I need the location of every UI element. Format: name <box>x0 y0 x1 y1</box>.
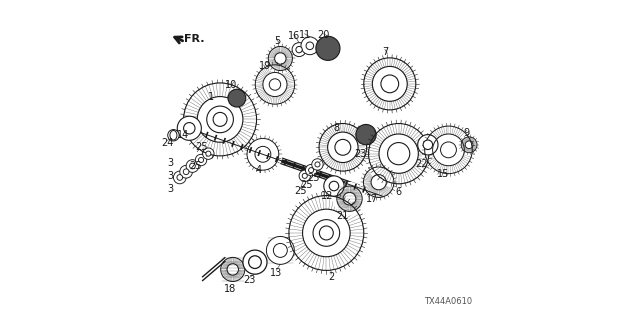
Text: 10: 10 <box>225 79 237 90</box>
Text: 19: 19 <box>259 61 271 71</box>
Circle shape <box>284 191 368 275</box>
Text: 25: 25 <box>294 186 307 196</box>
Circle shape <box>360 54 420 114</box>
Circle shape <box>180 165 193 178</box>
Circle shape <box>315 162 320 167</box>
Circle shape <box>228 89 246 107</box>
Circle shape <box>179 79 260 160</box>
Text: 17: 17 <box>366 194 378 204</box>
Text: 8: 8 <box>333 123 340 133</box>
Text: FR.: FR. <box>184 35 205 44</box>
Circle shape <box>299 170 310 181</box>
Text: 6: 6 <box>396 187 402 197</box>
Text: 16: 16 <box>288 31 300 41</box>
Circle shape <box>333 182 366 215</box>
Circle shape <box>296 46 302 53</box>
Circle shape <box>324 176 344 196</box>
Circle shape <box>273 244 287 257</box>
Circle shape <box>356 124 376 145</box>
Circle shape <box>329 181 339 191</box>
Circle shape <box>418 135 438 155</box>
Circle shape <box>252 61 298 108</box>
Circle shape <box>243 135 283 174</box>
Circle shape <box>248 256 261 268</box>
Text: 25: 25 <box>196 142 208 152</box>
Circle shape <box>292 43 306 57</box>
Circle shape <box>184 123 195 134</box>
Text: 12: 12 <box>321 191 333 202</box>
Text: 3: 3 <box>167 171 173 181</box>
Circle shape <box>198 157 204 163</box>
Text: 23: 23 <box>355 149 367 159</box>
Circle shape <box>177 175 182 180</box>
Text: 4: 4 <box>255 164 261 174</box>
Circle shape <box>243 250 267 274</box>
Circle shape <box>173 171 186 184</box>
Text: 21: 21 <box>337 212 349 221</box>
Circle shape <box>177 116 202 140</box>
Text: 1: 1 <box>207 92 214 102</box>
Circle shape <box>206 151 211 156</box>
Text: 3: 3 <box>167 184 173 194</box>
Circle shape <box>301 37 319 55</box>
Circle shape <box>316 36 340 60</box>
Text: 9: 9 <box>463 128 470 138</box>
Circle shape <box>305 164 317 176</box>
Text: 2: 2 <box>328 272 334 282</box>
Text: 15: 15 <box>437 169 449 179</box>
Circle shape <box>266 236 294 264</box>
Circle shape <box>421 122 476 178</box>
Text: 14: 14 <box>177 130 189 140</box>
Circle shape <box>203 148 214 159</box>
Text: 23: 23 <box>243 275 256 285</box>
Circle shape <box>183 169 189 175</box>
Circle shape <box>168 130 179 141</box>
Circle shape <box>360 163 397 201</box>
Text: 22: 22 <box>415 159 428 169</box>
Text: 5: 5 <box>274 36 280 46</box>
Text: 25: 25 <box>300 180 313 190</box>
Circle shape <box>216 253 249 286</box>
Ellipse shape <box>170 131 177 140</box>
Text: 11: 11 <box>299 30 311 40</box>
Text: 25: 25 <box>189 161 202 171</box>
Circle shape <box>189 163 195 169</box>
Circle shape <box>265 43 296 74</box>
Text: 20: 20 <box>317 30 330 40</box>
Circle shape <box>195 154 207 166</box>
Text: 25: 25 <box>307 173 319 183</box>
Text: 13: 13 <box>270 268 282 278</box>
Circle shape <box>315 119 371 175</box>
Circle shape <box>312 159 323 170</box>
Text: 24: 24 <box>161 138 173 148</box>
Circle shape <box>458 134 480 156</box>
Circle shape <box>423 140 433 149</box>
Text: 7: 7 <box>382 47 388 57</box>
Text: 18: 18 <box>223 284 236 294</box>
Circle shape <box>186 160 199 172</box>
Circle shape <box>364 119 433 188</box>
Circle shape <box>302 173 307 178</box>
Circle shape <box>306 42 314 50</box>
Text: 3: 3 <box>167 158 173 168</box>
Circle shape <box>308 168 314 173</box>
Text: TX44A0610: TX44A0610 <box>424 297 472 306</box>
